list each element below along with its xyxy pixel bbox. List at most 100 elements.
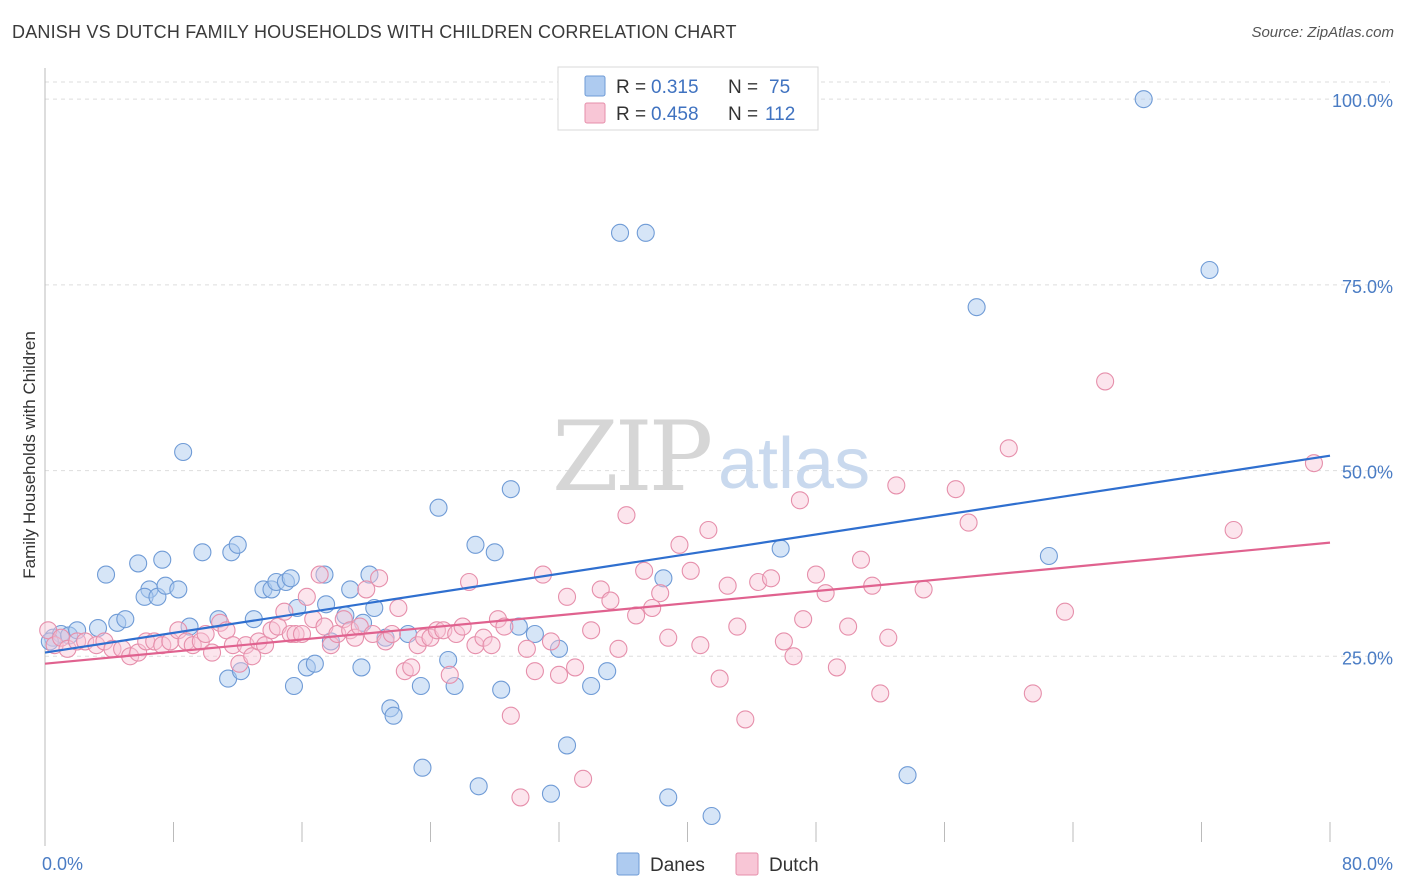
trend-line-danes <box>44 454 1331 654</box>
legend-r-value-dutch: 0.458 <box>651 104 699 125</box>
data-point-dutch <box>196 624 215 644</box>
data-point-dutch <box>557 587 577 606</box>
data-point-danes <box>898 766 917 785</box>
data-point-dutch <box>871 684 890 703</box>
legend-swatch-dutch <box>584 102 606 124</box>
data-point-danes <box>598 662 617 681</box>
data-point-danes <box>305 654 324 673</box>
data-point-dutch <box>482 636 501 655</box>
x-tick-label: 80.0% <box>1342 854 1393 874</box>
data-point-danes <box>384 706 403 725</box>
data-point-dutch <box>440 665 459 684</box>
data-point-danes <box>557 736 577 755</box>
series-dutch-points <box>39 372 1323 807</box>
data-point-danes <box>429 498 448 517</box>
data-point-dutch <box>501 706 520 725</box>
legend-n-value-danes: 75 <box>769 77 790 98</box>
data-point-dutch <box>839 617 858 636</box>
data-point-dutch <box>370 569 389 588</box>
data-point-dutch <box>495 617 514 636</box>
data-point-dutch <box>566 658 585 677</box>
data-point-danes <box>284 676 304 696</box>
data-point-danes <box>413 758 432 777</box>
watermark: ZIP atlas <box>552 401 870 513</box>
trend-line-dutch <box>44 541 1331 665</box>
watermark-atlas: atlas <box>718 424 870 504</box>
data-point-dutch <box>851 550 871 569</box>
legend: R = 0.315 N = 75 R = 0.458 N = 112 <box>557 66 819 131</box>
axes <box>44 68 1331 846</box>
data-point-dutch <box>670 535 689 554</box>
data-point-dutch <box>699 520 718 540</box>
data-point-danes <box>228 535 247 554</box>
legend-n-label-dutch: N = <box>728 104 758 125</box>
data-point-danes <box>525 624 544 644</box>
data-point-danes <box>360 565 379 584</box>
data-point-dutch <box>774 632 793 651</box>
y-tick-label: 75.0% <box>1342 277 1393 297</box>
legend-n-value-dutch: 112 <box>765 104 795 125</box>
data-point-danes <box>439 650 458 670</box>
data-point-danes <box>654 569 673 588</box>
trend-lines <box>44 454 1331 665</box>
data-point-dutch <box>790 491 809 510</box>
bottom-legend-label-dutch: Dutch <box>769 855 819 876</box>
data-point-dutch <box>691 636 710 655</box>
data-point-dutch <box>659 628 678 647</box>
x-tick-label: 0.0% <box>42 854 83 874</box>
legend-swatch-danes <box>584 75 606 97</box>
y-tick-label: 25.0% <box>1342 648 1393 668</box>
data-point-danes <box>469 777 488 796</box>
source-label: Source: ZipAtlas.com <box>1251 24 1394 41</box>
data-point-danes <box>193 543 212 562</box>
data-point-dutch <box>887 476 906 495</box>
data-point-dutch <box>806 565 826 584</box>
data-point-dutch <box>946 480 965 499</box>
bottom-legend: Danes Dutch <box>616 852 819 876</box>
data-point-dutch <box>914 580 933 599</box>
data-point-danes <box>466 535 485 554</box>
data-point-danes <box>153 550 172 569</box>
data-point-danes <box>1134 90 1153 109</box>
data-point-dutch <box>511 788 530 807</box>
data-point-dutch <box>574 769 593 788</box>
data-point-dutch <box>651 584 670 603</box>
data-point-dutch <box>784 647 803 666</box>
data-point-danes <box>541 784 561 803</box>
y-tick-label: 100.0% <box>1332 91 1393 111</box>
data-point-dutch <box>541 632 561 651</box>
legend-r-value-danes: 0.315 <box>651 77 699 98</box>
data-point-danes <box>411 676 430 696</box>
data-point-danes <box>315 565 334 584</box>
data-point-dutch <box>761 569 781 588</box>
data-point-dutch <box>310 565 329 584</box>
data-point-danes <box>96 565 116 584</box>
data-point-dutch <box>297 587 316 606</box>
chart-title: DANISH VS DUTCH FAMILY HOUSEHOLDS WITH C… <box>12 22 737 42</box>
data-point-dutch <box>794 610 813 629</box>
legend-n-label-danes: N = <box>728 77 758 98</box>
data-point-dutch <box>609 639 628 658</box>
gridlines <box>45 81 1390 657</box>
data-point-danes <box>341 580 360 599</box>
data-point-dutch <box>827 658 846 677</box>
bottom-legend-swatch-dutch <box>735 852 759 876</box>
data-point-dutch <box>389 598 408 618</box>
watermark-zip: ZIP <box>552 401 711 513</box>
data-point-danes <box>174 442 193 462</box>
data-point-dutch <box>525 662 544 681</box>
data-point-danes <box>501 480 520 499</box>
data-point-dutch <box>999 439 1018 458</box>
data-point-dutch <box>681 561 700 580</box>
x-tick-labels: 0.0% 80.0% <box>42 854 1393 874</box>
data-point-dutch <box>617 506 636 525</box>
data-point-dutch <box>1023 684 1042 703</box>
data-point-dutch <box>549 665 569 684</box>
data-point-dutch <box>728 617 747 636</box>
data-point-danes <box>231 662 251 681</box>
data-point-dutch <box>1096 372 1115 391</box>
data-point-danes <box>169 580 188 599</box>
data-point-dutch <box>879 628 898 647</box>
data-point-dutch <box>959 513 978 532</box>
data-point-dutch <box>601 591 620 610</box>
